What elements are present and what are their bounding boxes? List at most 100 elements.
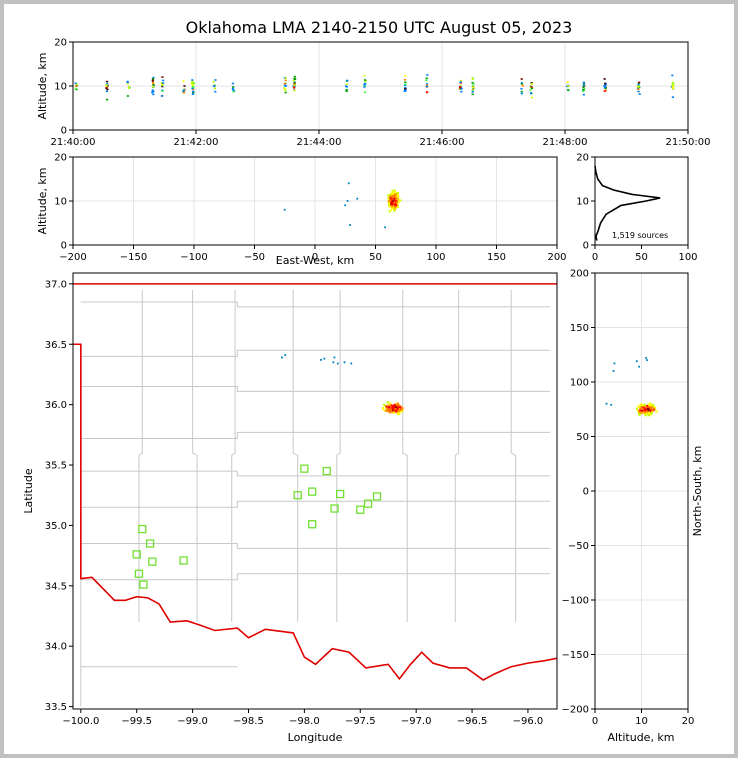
northsouth-xlabel: Altitude, km [607,731,674,744]
source-mark [152,81,155,84]
source-mark [426,74,429,76]
x-tick-label: 50 [369,252,382,263]
source-mark [635,360,638,363]
y-tick-label: 20 [54,38,67,49]
x-tick-label: −50 [244,252,265,263]
source-mark [471,89,474,92]
source-mark [151,80,154,82]
source-mark [191,87,194,90]
x-tick-label: 20 [682,716,695,727]
source-mark [191,84,195,87]
source-mark [293,81,296,84]
source-mark [610,403,613,406]
source-mark [161,90,164,93]
station-marker [293,491,302,500]
county-boundary [80,349,551,357]
source-mark [292,85,296,88]
source-mark [161,89,164,92]
source-mark [191,80,194,82]
x-tick-label: −96.0 [513,716,544,727]
northsouth-sources [605,357,658,417]
source-mark [671,83,674,85]
x-tick-label: 21:48:00 [543,137,588,148]
county-boundary [80,301,551,308]
source-mark [345,83,348,85]
source-mark [214,90,217,93]
source-mark [320,358,322,361]
source-mark [641,407,644,410]
county-boundary [510,289,517,623]
altitude-eastwest-xlabel: East-West, km [276,254,354,267]
source-mark [671,86,674,88]
source-mark [332,361,335,364]
source-mark [644,414,647,417]
source-mark [394,409,398,412]
source-mark [650,406,653,409]
source-mark [392,195,395,198]
source-mark [583,87,586,90]
county-boundary [138,289,143,623]
source-mark [404,88,407,90]
source-mark [649,404,652,407]
source-mark [384,226,386,229]
source-mark [404,81,407,84]
x-tick-label: 150 [487,252,506,263]
plan-view-x-ticks: −100.0 −99.5 −99.0 −98.5 −98.0 −97.5 −97.0 −96.… [62,709,543,727]
source-mark [396,407,400,410]
y-tick-label: 100 [570,378,589,389]
x-tick-label: 21:46:00 [420,137,465,148]
source-mark [231,82,234,85]
source-mark [643,403,646,407]
source-mark [363,79,367,81]
source-mark [646,359,648,361]
source-mark [647,403,650,406]
station-marker [308,520,317,529]
source-mark [646,408,650,411]
source-mark [381,406,385,410]
station-marker [145,539,155,548]
source-mark [648,412,651,415]
source-mark [293,83,296,86]
station-marker [363,499,373,508]
source-mark [641,409,645,412]
source-mark [105,85,108,88]
source-mark [391,207,394,210]
source-mark [387,196,390,199]
source-mark [520,83,524,85]
source-mark [647,414,651,417]
source-mark [639,407,642,410]
source-mark [531,83,534,85]
source-mark [400,408,403,411]
source-mark [343,361,346,364]
source-mark [383,403,386,406]
source-mark [393,201,396,204]
source-mark [292,86,296,89]
source-mark [396,412,400,416]
source-mark [603,84,606,87]
source-mark [192,82,195,84]
source-mark [388,210,391,213]
source-mark [471,85,475,88]
source-mark [191,79,194,81]
y-tick-label: 0 [583,487,589,498]
source-mark [283,87,286,89]
source-mark [394,407,397,411]
altitude-time-ylabel: Altitude, km [36,52,49,119]
source-mark [671,84,674,86]
source-mark [425,83,429,85]
source-mark [400,406,403,410]
county-boundary [336,289,341,623]
x-tick-label: 21:44:00 [297,137,342,148]
source-mark [530,96,534,99]
source-mark [283,208,286,211]
source-mark [126,80,129,83]
source-mark [471,91,474,93]
altitude-eastwest-grid [72,156,558,246]
source-mark [389,205,392,208]
source-mark [191,85,194,88]
source-mark [648,407,651,410]
source-mark [472,83,475,85]
source-mark [390,202,393,205]
source-mark [471,77,474,80]
county-boundary [80,573,551,581]
